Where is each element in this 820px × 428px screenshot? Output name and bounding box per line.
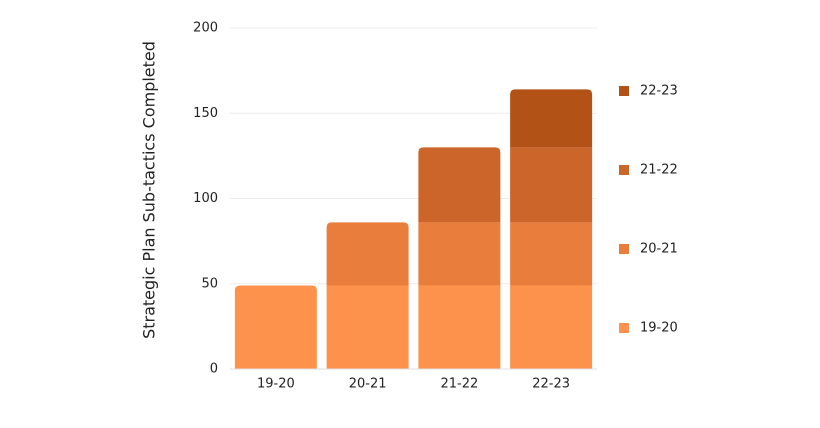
legend-label: 21-22 (640, 163, 678, 178)
bar-segment (418, 147, 501, 223)
bar-segment (418, 222, 501, 286)
legend-swatch (619, 323, 629, 333)
bar-segment (510, 89, 593, 148)
bar-segment (510, 222, 593, 286)
bar-segment (326, 222, 409, 286)
x-tick-label: 21-22 (440, 377, 478, 392)
y-tick-label: 100 (193, 191, 218, 206)
y-tick-label: 200 (193, 21, 218, 36)
x-tick-label: 22-23 (532, 377, 570, 392)
bar-segment (510, 147, 593, 223)
y-tick-label: 150 (193, 106, 218, 121)
legend-swatch (619, 86, 629, 96)
bar-segment (418, 285, 501, 369)
bar-segment (510, 285, 593, 369)
legend-swatch (619, 244, 629, 254)
legend-swatch (619, 165, 629, 175)
legend-label: 19-20 (640, 321, 678, 336)
bar-segment (234, 285, 317, 369)
y-tick-label: 0 (210, 362, 218, 377)
x-tick-label: 20-21 (349, 377, 387, 392)
y-tick-label: 50 (201, 276, 218, 291)
x-tick-label: 19-20 (257, 377, 295, 392)
legend-label: 22-23 (640, 84, 678, 99)
bar-segment (326, 285, 409, 369)
legend-label: 20-21 (640, 242, 678, 257)
y-axis-label: Strategic Plan Sub-tactics Completed (140, 41, 159, 339)
